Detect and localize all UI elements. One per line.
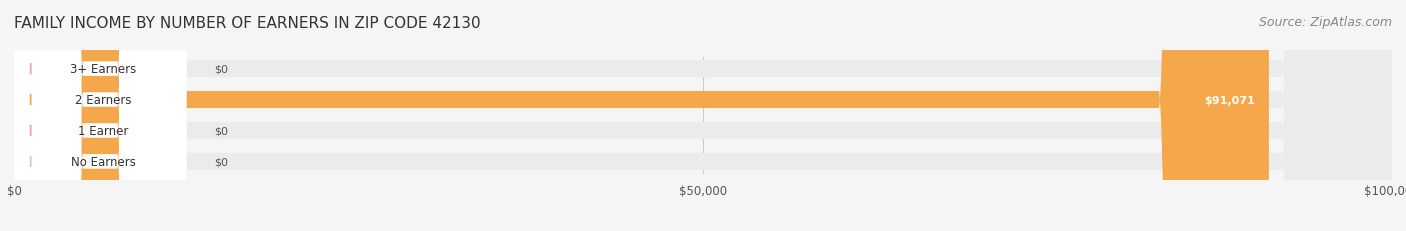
FancyBboxPatch shape (14, 0, 187, 231)
Text: Source: ZipAtlas.com: Source: ZipAtlas.com (1258, 16, 1392, 29)
FancyBboxPatch shape (14, 0, 1268, 231)
Text: 3+ Earners: 3+ Earners (70, 63, 136, 76)
FancyBboxPatch shape (14, 0, 187, 231)
Text: $0: $0 (214, 157, 228, 167)
Text: $0: $0 (214, 64, 228, 74)
Text: $0: $0 (214, 126, 228, 136)
Text: No Earners: No Earners (72, 155, 136, 168)
FancyBboxPatch shape (14, 0, 1392, 231)
Text: $91,071: $91,071 (1205, 95, 1256, 105)
FancyBboxPatch shape (14, 0, 187, 231)
FancyBboxPatch shape (14, 0, 1392, 231)
FancyBboxPatch shape (14, 0, 187, 231)
Text: 2 Earners: 2 Earners (76, 94, 132, 106)
FancyBboxPatch shape (14, 0, 1392, 231)
Text: 1 Earner: 1 Earner (79, 125, 129, 137)
FancyBboxPatch shape (14, 0, 1392, 231)
Text: FAMILY INCOME BY NUMBER OF EARNERS IN ZIP CODE 42130: FAMILY INCOME BY NUMBER OF EARNERS IN ZI… (14, 16, 481, 31)
